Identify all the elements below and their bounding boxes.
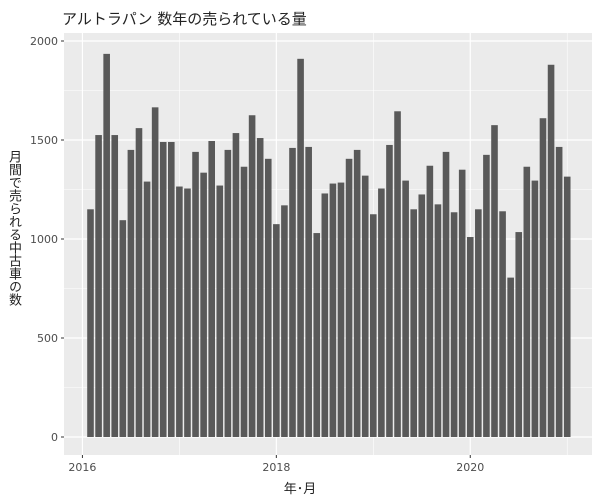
- bar-2016-08: [135, 128, 143, 437]
- bar-2020-04: [491, 125, 498, 438]
- y-axis-label: 月間で売られる中古車の数: [6, 150, 21, 306]
- bar-2018-07: [321, 193, 329, 437]
- bar-2018-10: [345, 158, 353, 437]
- bar-2016-06: [119, 220, 127, 437]
- bar-2016-04: [103, 53, 110, 438]
- bar-2017-02: [184, 188, 191, 437]
- bar-2016-05: [111, 135, 119, 438]
- bar-2019-09: [434, 204, 442, 437]
- bar-2019-06: [410, 209, 417, 437]
- bar-2020-01: [466, 237, 474, 437]
- bar-2019-07: [418, 194, 426, 437]
- bar-2017-05: [208, 140, 215, 438]
- bar-2019-02: [378, 188, 385, 437]
- bar-2019-04: [394, 111, 401, 437]
- bar-2017-03: [192, 151, 199, 437]
- bar-2018-04: [297, 58, 304, 437]
- bar-2016-07: [127, 149, 135, 437]
- x-tick-label: 2020: [456, 461, 484, 474]
- bar-2017-09: [240, 166, 248, 438]
- bar-2016-10: [151, 107, 159, 437]
- bar-2017-08: [232, 133, 240, 437]
- bar-2020-09: [531, 180, 539, 437]
- bar-2019-05: [402, 180, 409, 437]
- bar-2020-07: [515, 232, 523, 437]
- bar-2018-05: [305, 146, 312, 437]
- bar-2018-12: [361, 175, 369, 437]
- bar-2020-11: [547, 64, 555, 437]
- bar-2020-08: [523, 166, 531, 438]
- y-tick-label: 2000: [30, 35, 58, 48]
- bar-2016-02: [87, 209, 94, 437]
- bar-2020-10: [539, 118, 547, 437]
- chart-title: アルトラパン 数年の売られている量: [62, 10, 307, 28]
- bar-2018-11: [353, 149, 361, 437]
- bar-2018-02: [281, 205, 288, 437]
- bar-2018-06: [313, 233, 321, 437]
- bar-2018-09: [337, 182, 345, 437]
- x-tick-label: 2018: [262, 461, 290, 474]
- bar-2018-08: [329, 183, 337, 437]
- bar-2019-11: [450, 212, 458, 437]
- bar-2017-04: [200, 172, 207, 438]
- bar-2017-10: [248, 115, 256, 437]
- bar-2017-01: [176, 186, 183, 437]
- y-tick-label: 500: [37, 332, 58, 345]
- bar-2018-03: [289, 147, 296, 438]
- bar-2017-07: [224, 149, 232, 437]
- bar-2020-02: [475, 209, 482, 437]
- bar-2016-03: [95, 135, 102, 438]
- bar-2019-01: [370, 214, 377, 437]
- bar-2020-06: [507, 277, 514, 437]
- bar-2016-12: [168, 141, 175, 438]
- bar-2016-09: [143, 181, 151, 437]
- bars: [87, 53, 571, 438]
- bar-2019-12: [458, 169, 466, 437]
- bar-2017-06: [216, 185, 224, 437]
- bar-2020-03: [483, 154, 490, 437]
- bar-2018-01: [273, 224, 280, 437]
- bar-2017-12: [264, 158, 272, 437]
- bar-2019-08: [426, 165, 434, 438]
- y-tick-label: 1000: [30, 233, 58, 246]
- axes: 0 500 1000 1500 2000 2016 2018 2020: [30, 35, 484, 474]
- bar-2020-05: [499, 211, 506, 437]
- bar-2019-03: [386, 144, 393, 437]
- x-axis-label: 年･月: [283, 482, 317, 497]
- bar-2017-11: [256, 138, 264, 437]
- bar-2019-10: [442, 151, 450, 437]
- y-tick-label: 0: [51, 431, 58, 444]
- bar-2016-11: [159, 141, 167, 438]
- bar-2020-12: [555, 146, 563, 437]
- x-tick-label: 2016: [68, 461, 96, 474]
- bar-2021-01: [563, 176, 571, 437]
- y-tick-label: 1500: [30, 134, 58, 147]
